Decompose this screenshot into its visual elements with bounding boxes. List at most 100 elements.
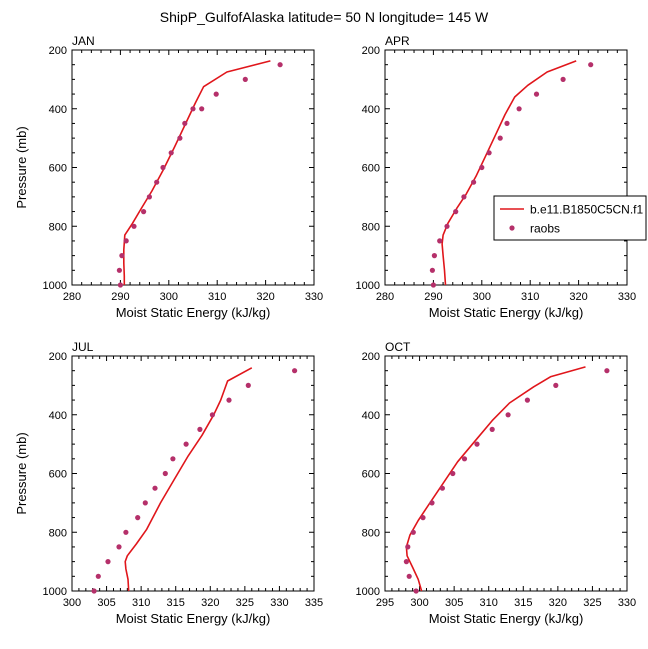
raobs-point — [437, 238, 443, 244]
panel-jul: JUL 300 305 310 315 320 325 330 335 200 400 600 800 1… — [14, 340, 323, 626]
raobs-point — [209, 412, 215, 418]
y-tick-label: 800 — [49, 527, 67, 539]
x-tick-label: 320 — [549, 597, 567, 609]
raobs-point — [245, 382, 251, 388]
model-profile-line — [441, 60, 577, 286]
y-tick-label: 1000 — [43, 586, 67, 598]
x-tick-label: 310 — [132, 597, 150, 609]
y-tick-label: 600 — [362, 163, 380, 175]
x-tick-label: 315 — [167, 597, 185, 609]
x-tick-label: 290 — [424, 291, 442, 303]
x-tick-label: 320 — [201, 597, 219, 609]
raobs-point — [154, 179, 160, 185]
x-axis-label: Moist Static Energy (kJ/kg) — [116, 305, 271, 320]
raobs-point — [123, 238, 129, 244]
raobs-point — [429, 267, 435, 273]
y-tick-label: 600 — [362, 469, 380, 481]
raobs-point — [190, 106, 196, 112]
y-tick-label: 400 — [362, 410, 380, 422]
x-tick-label: 305 — [97, 597, 115, 609]
raobs-point — [183, 441, 189, 447]
plot-frame — [384, 355, 628, 592]
raobs-point — [95, 573, 101, 579]
raobs-point — [292, 368, 298, 374]
raobs-point — [141, 209, 147, 215]
raobs-point — [213, 91, 219, 97]
raobs-point — [410, 529, 416, 535]
raobs-point — [489, 426, 495, 432]
x-tick-label: 315 — [514, 597, 532, 609]
raobs-point — [123, 529, 129, 535]
raobs-point — [406, 573, 412, 579]
x-tick-label: 280 — [63, 291, 81, 303]
raobs-point — [429, 500, 435, 506]
raobs-point — [117, 282, 123, 288]
y-tick-label: 400 — [49, 410, 67, 422]
x-tick-label: 330 — [618, 291, 636, 303]
panel-label: JAN — [72, 34, 95, 48]
raobs-point — [116, 544, 122, 550]
y-axis-label: Pressure (mb) — [14, 432, 29, 514]
y-tick-label: 400 — [362, 104, 380, 116]
model-profile-line — [123, 60, 271, 285]
panel-apr: APR 280 290 300 310 320 330 200 400 600 800 1000 Moi… — [356, 34, 637, 320]
raobs-point — [505, 412, 511, 418]
raobs-point — [560, 76, 566, 82]
raobs-point — [474, 441, 480, 447]
x-tick-label: 330 — [305, 291, 323, 303]
raobs-point — [197, 426, 203, 432]
model-profile-line — [124, 367, 253, 592]
raobs-point — [486, 150, 492, 156]
y-tick-label: 400 — [49, 104, 67, 116]
legend-line-label: b.e11.B1850C5CN.f1 — [530, 203, 644, 217]
y-tick-label: 800 — [362, 527, 380, 539]
raobs-point — [431, 253, 437, 259]
y-tick-label: 200 — [362, 351, 380, 363]
raobs-point — [604, 368, 610, 374]
x-tick-label: 295 — [376, 597, 394, 609]
y-tick-label: 1000 — [356, 586, 380, 598]
y-tick-label: 200 — [49, 45, 67, 57]
plot-frame — [71, 355, 315, 592]
raobs-point — [177, 135, 183, 141]
x-tick-label: 325 — [236, 597, 254, 609]
x-tick-label: 305 — [445, 597, 463, 609]
raobs-point — [405, 544, 411, 550]
raobs-point — [588, 62, 594, 68]
raobs-point — [242, 76, 248, 82]
legend: b.e11.B1850C5CN.f1 raobs — [493, 195, 647, 241]
x-tick-label: 300 — [63, 597, 81, 609]
raobs-point — [553, 382, 559, 388]
raobs-point — [420, 515, 426, 521]
raobs-point — [162, 470, 168, 477]
y-tick-label: 800 — [362, 221, 380, 233]
raobs-point — [533, 91, 540, 97]
raobs-point — [471, 179, 477, 185]
y-tick-label: 600 — [49, 163, 67, 175]
panel-oct: OCT 295 300 305 310 315 320 325 330 200 400 600 800 1… — [356, 340, 637, 626]
x-tick-label: 280 — [376, 291, 394, 303]
raobs-point — [199, 106, 205, 112]
raobs-point — [182, 120, 188, 126]
y-tick-label: 600 — [49, 469, 67, 481]
raobs-point — [479, 164, 485, 171]
x-axis-label: Moist Static Energy (kJ/kg) — [429, 611, 584, 626]
raobs-point — [119, 253, 125, 259]
y-axis-label: Pressure (mb) — [14, 126, 29, 208]
panel-label: OCT — [385, 340, 411, 354]
x-axis-label: Moist Static Energy (kJ/kg) — [429, 305, 584, 320]
legend-marker-swatch — [509, 225, 515, 231]
y-tick-label: 200 — [362, 45, 380, 57]
raobs-point — [131, 223, 137, 229]
raobs-point — [450, 470, 456, 477]
plot-frame — [384, 49, 628, 286]
legend-marker-label: raobs — [530, 222, 560, 236]
raobs-point — [413, 588, 419, 594]
x-tick-label: 300 — [473, 291, 491, 303]
x-tick-label: 330 — [618, 597, 636, 609]
raobs-point — [430, 282, 436, 288]
raobs-point — [277, 62, 283, 68]
raobs-point — [516, 106, 522, 112]
raobs-point — [403, 559, 409, 565]
raobs-point — [497, 135, 503, 141]
